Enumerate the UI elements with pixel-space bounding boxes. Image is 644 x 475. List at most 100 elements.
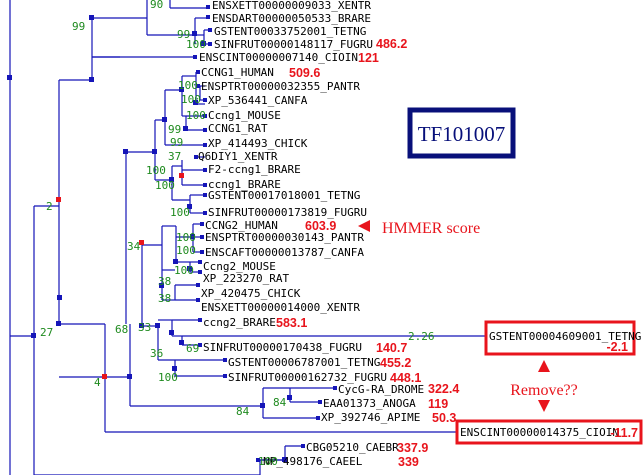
leaf-label[interactable]: GSTENT00017018001_TETNG: [208, 189, 360, 202]
bootstrap-value: 100: [258, 455, 278, 468]
flagged-leaf-score: -11.7: [610, 426, 638, 440]
flagged-leaf-score: -2.1: [606, 340, 628, 354]
bootstrap-value: 4: [94, 376, 101, 389]
bootstrap-value: 100: [176, 231, 196, 244]
leaf-label[interactable]: CCNG1_HUMAN: [201, 66, 274, 79]
leaf-label[interactable]: XP_536441_CANFA: [208, 94, 308, 107]
tree-node: [179, 87, 184, 92]
leaf-label[interactable]: Q6DIY1_XENTR: [198, 150, 278, 163]
bootstrap-value: 38: [158, 275, 171, 288]
bootstrap-value: 100: [155, 179, 175, 192]
arrow-left-icon: [358, 220, 370, 232]
tree-node: [162, 117, 167, 122]
hmmer-score: 603.9: [305, 219, 336, 233]
bootstrap-value: 100: [176, 244, 196, 257]
leaf-label[interactable]: XP_223270_RAT: [203, 272, 289, 285]
bootstrap-value: 37: [168, 150, 181, 163]
remove-annotation: Remove??: [510, 360, 578, 412]
hmmer-score: 486.2: [376, 37, 407, 51]
bootstrap-value: 100: [186, 109, 206, 122]
tree-nodes: [7, 15, 292, 462]
hmmer-score: 583.1: [276, 316, 307, 330]
leaf-label[interactable]: ENSCINT00000007140_CIOIN: [199, 51, 358, 64]
tree-node: [7, 75, 12, 80]
hmmer-score: 339: [398, 455, 419, 469]
tree-node: [192, 31, 197, 36]
tree-node: [152, 149, 157, 154]
leaf-label[interactable]: CCNG2_HUMAN: [205, 219, 278, 232]
bootstrap-value: 100: [186, 38, 206, 51]
leaf-label[interactable]: CCNG1_RAT: [208, 122, 268, 135]
tree-node: [172, 366, 177, 371]
leaf-label[interactable]: CBG05210_CAEBR: [306, 441, 399, 454]
leaf-label[interactable]: GSTENT00006787001_TETNG: [228, 356, 380, 369]
arrow-up-icon: [538, 360, 550, 372]
tree-node: [169, 330, 174, 335]
leaf-label[interactable]: XP_392746_APIME: [321, 411, 420, 424]
leaf-label[interactable]: SINFRUT00000170438_FUGRU: [203, 341, 362, 354]
leaf-label[interactable]: ccng1_BRARE: [208, 178, 281, 191]
leaf-label[interactable]: ENSXETT00000014000_XENTR: [201, 301, 360, 314]
flagged-leaf-box-1[interactable]: GSTENT00004609001_TETNG -2.1: [484, 320, 641, 356]
tree-node: [57, 295, 62, 300]
tree-node: [123, 149, 128, 154]
flagged-leaf-label[interactable]: ENSCINT00000014375_CIOIN: [460, 426, 619, 439]
leaf-label[interactable]: Ccng2_MOUSE: [203, 260, 276, 273]
leaf-label[interactable]: XP_420475_CHICK: [201, 287, 301, 300]
tree-node: [183, 126, 188, 131]
tree-node: [187, 266, 192, 271]
bootstrap-value: 99: [72, 20, 85, 33]
leaf-label[interactable]: EAA01373_ANOGA: [323, 397, 416, 410]
hmmer-score: 448.1: [390, 371, 421, 385]
tree-node: [282, 457, 287, 462]
arrow-down-icon: [538, 400, 550, 412]
bootstrap-value: 99: [177, 28, 190, 41]
leaf-label[interactable]: SINFRUT00000173819_FUGRU: [208, 206, 367, 219]
leaf-label[interactable]: ENSCAFT00000013787_CANFA: [205, 246, 364, 259]
tree-node-highlight: [102, 374, 107, 379]
leaf-label[interactable]: ENSDART00000050533_BRARE: [212, 12, 371, 25]
leaf-label[interactable]: GSTENT00033752001_TETNG: [214, 25, 366, 38]
tree-node: [56, 321, 61, 326]
bootstrap-value: 33: [138, 321, 151, 334]
bootstrap-value: 68: [115, 323, 128, 336]
leaf-label[interactable]: ENSPTRT00000030143_PANTR: [205, 231, 364, 244]
tree-node: [155, 323, 160, 328]
flagged-leaf-box-2[interactable]: ENSCINT00000014375_CIOIN -11.7: [455, 419, 643, 445]
bootstrap-value: 27: [40, 326, 53, 339]
leaf-label[interactable]: ccng2_BRARE: [203, 316, 276, 329]
leaf-label[interactable]: SINFRUT00000162732_FUGRU: [228, 371, 387, 384]
leaf-label[interactable]: XP_414493_CHICK: [208, 137, 308, 150]
tree-node: [169, 177, 174, 182]
hmmer-score: 50.3: [432, 411, 456, 425]
leaf-label[interactable]: ENSXETT00000009033_XENTR: [212, 0, 371, 12]
flagged-leaf-label[interactable]: GSTENT00004609001_TETNG: [489, 330, 641, 343]
tree-node-highlight: [139, 240, 144, 245]
tree-node: [127, 374, 132, 379]
tree-node: [159, 283, 164, 288]
bootstrap-value: 34: [127, 240, 141, 253]
leaf-label[interactable]: CycG-RA_DROME: [338, 383, 424, 396]
bootstrap-value: 100: [146, 164, 166, 177]
leaf-label[interactable]: Ccng1_MOUSE: [208, 109, 281, 122]
tree-node: [187, 204, 192, 209]
leaf-label[interactable]: SINFRUT00000148117_FUGRU: [214, 38, 373, 51]
bootstrap-value: 84: [273, 396, 287, 409]
tree-branches: [9, 0, 486, 475]
bootstrap-value: 90: [150, 0, 163, 11]
leaf-label[interactable]: F2-ccng1_BRARE: [208, 163, 301, 176]
hmmer-score: 119: [428, 397, 448, 411]
leaf-label[interactable]: ENSPTRT00000032355_PANTR: [201, 80, 360, 93]
leaf-label[interactable]: NP_498176_CAEEL: [263, 455, 363, 468]
bootstrap-value: 99: [170, 136, 183, 149]
tree-node: [260, 403, 265, 408]
bootstrap-value: 100: [158, 371, 178, 384]
bootstrap-value: 100: [181, 93, 201, 106]
remove-label: Remove??: [510, 382, 578, 399]
bootstrap-value: 38: [158, 292, 171, 305]
branch-length-value: 2.26: [408, 330, 435, 343]
family-id: TF101007: [418, 122, 506, 146]
hmmer-score: 121: [358, 51, 379, 65]
tree-node: [201, 41, 206, 46]
